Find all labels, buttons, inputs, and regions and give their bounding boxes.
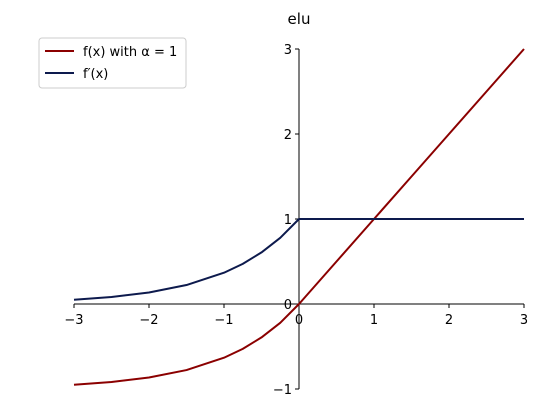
y-tick-label: −1 [273,383,292,398]
y-tick-label: 3 [284,43,292,58]
ticks: −3 −2 −1 0 1 2 3 −1 0 1 2 3 [64,43,528,398]
series-lines [73,48,525,386]
x-tick-label: 2 [445,313,453,328]
series-line-1 [73,218,524,301]
y-tick-label: 0 [284,298,292,313]
y-tick-label: 2 [284,128,292,143]
chart-title: elu [288,10,311,28]
x-tick-label: −3 [64,313,83,328]
x-tick-label: 0 [295,313,303,328]
legend: f(x) with α = 1 f′(x) [38,37,187,89]
x-tick-label: −2 [139,313,158,328]
x-tick-label: 3 [520,313,528,328]
legend-box [38,37,187,89]
x-tick-label: −1 [214,313,233,328]
x-tick-label: 1 [370,313,378,328]
y-tick-label: 1 [284,213,292,228]
series-line-0 [73,48,525,386]
legend-label-fprime: f′(x) [83,67,108,82]
legend-label-f: f(x) with α = 1 [83,45,177,60]
